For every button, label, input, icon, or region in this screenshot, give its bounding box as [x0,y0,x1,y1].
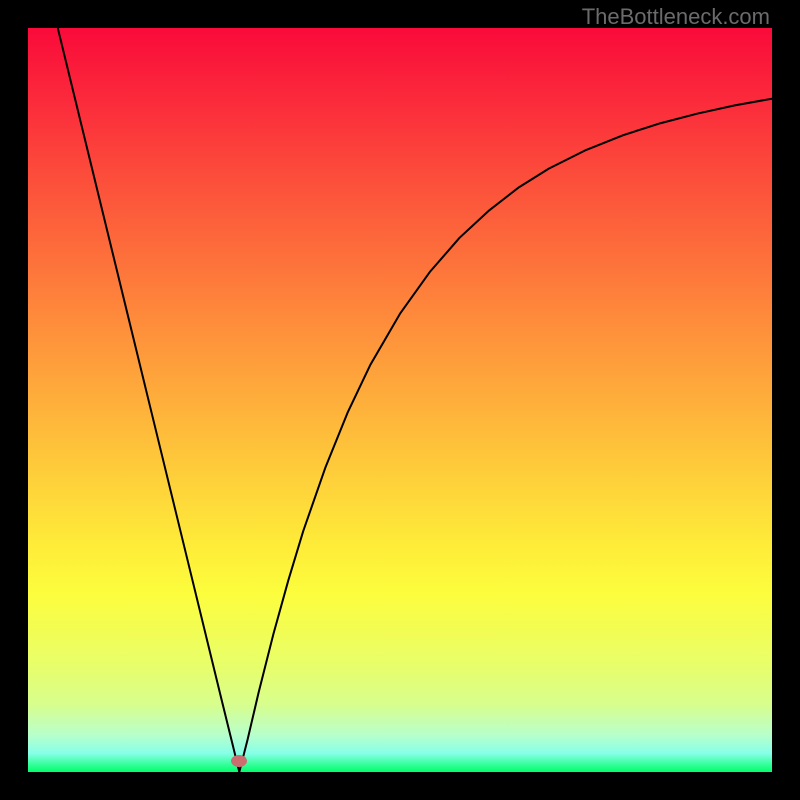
curve-layer [28,28,772,772]
bottleneck-curve [58,28,772,772]
optimum-marker [231,755,247,767]
chart-container: { "watermark": { "text": "TheBottleneck.… [0,0,800,800]
plot-area [28,28,772,772]
watermark-text: TheBottleneck.com [582,4,770,30]
